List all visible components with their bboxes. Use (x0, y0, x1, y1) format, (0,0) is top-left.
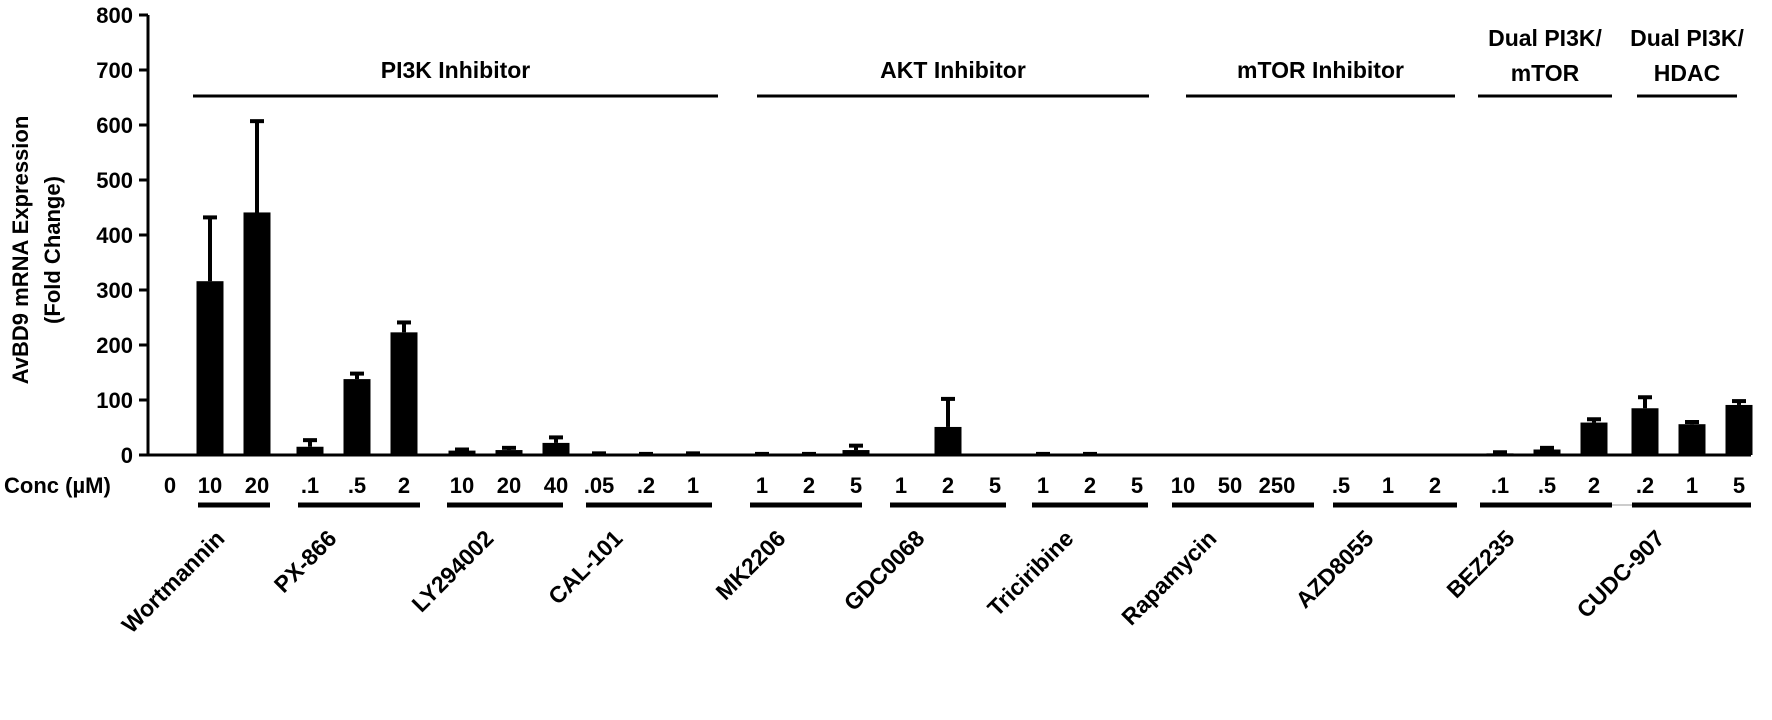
conc-label: 5 (850, 473, 862, 498)
bar (887, 454, 915, 456)
bar (296, 446, 324, 455)
drug-label: Wortmannin (116, 525, 229, 638)
conc-label: 20 (497, 473, 521, 498)
conc-label: 20 (245, 473, 269, 498)
conc-label: 5 (1131, 473, 1143, 498)
conc-label: .05 (584, 473, 615, 498)
drug-label: LY294002 (406, 525, 498, 617)
y-tick-label: 100 (96, 388, 133, 413)
conc-label: 2 (398, 473, 410, 498)
bar (390, 332, 418, 455)
conc-label: 40 (544, 473, 568, 498)
group-label: Dual PI3K/ (1630, 25, 1744, 51)
y-tick-label: 200 (96, 333, 133, 358)
drug-label: AZD8055 (1290, 525, 1378, 613)
conc-label: 5 (989, 473, 1001, 498)
group-label: mTOR Inhibitor (1237, 57, 1404, 83)
bar (1725, 404, 1753, 455)
conc-label: 10 (450, 473, 474, 498)
bar (495, 450, 523, 455)
conc-label: .5 (348, 473, 366, 498)
group-label: PI3K Inhibitor (381, 57, 531, 83)
conc-label: 50 (1218, 473, 1242, 498)
y-tick-label: 800 (96, 3, 133, 28)
bar (1580, 422, 1608, 455)
conc-label: .5 (1538, 473, 1556, 498)
conc-label: 10 (198, 473, 222, 498)
bar (1678, 424, 1706, 455)
y-axis-title: AvBD9 mRNA Expression (8, 116, 33, 385)
bar (1631, 408, 1659, 455)
conc-label: .1 (1491, 473, 1509, 498)
conc-label: 1 (895, 473, 907, 498)
group-label: Dual PI3K/ (1488, 25, 1602, 51)
y-tick-label: 0 (121, 443, 133, 468)
drug-label: Rapamycin (1116, 525, 1221, 630)
conc-label: .1 (301, 473, 319, 498)
bar (343, 379, 371, 455)
conc-label: 2 (1429, 473, 1441, 498)
bar (934, 426, 962, 455)
drug-label: CUDC-907 (1571, 525, 1669, 623)
group-label: mTOR (1511, 60, 1580, 86)
conc-label: 250 (1259, 473, 1296, 498)
conc-label: 1 (756, 473, 768, 498)
y-tick-label: 300 (96, 278, 133, 303)
conc-label: 0 (164, 473, 176, 498)
conc-row-title: Conc (µM) (4, 473, 111, 498)
conc-label: 2 (1084, 473, 1096, 498)
drug-label: CAL-101 (543, 525, 628, 610)
conc-label: 2 (942, 473, 954, 498)
y-tick-label: 400 (96, 223, 133, 248)
drug-label: GDC0068 (839, 525, 930, 616)
bar (243, 212, 271, 455)
group-label: AKT Inhibitor (880, 57, 1026, 83)
bar (542, 442, 570, 455)
conc-label: .2 (1636, 473, 1654, 498)
y-tick-label: 500 (96, 168, 133, 193)
conc-label: 1 (1037, 473, 1049, 498)
conc-label: 1 (1382, 473, 1394, 498)
drug-label: MK2206 (711, 525, 791, 605)
conc-label: .2 (637, 473, 655, 498)
conc-label: 5 (1733, 473, 1745, 498)
conc-label: 1 (687, 473, 699, 498)
conc-label: 2 (1588, 473, 1600, 498)
group-label: HDAC (1654, 60, 1720, 86)
conc-label: 1 (1686, 473, 1698, 498)
y-tick-label: 600 (96, 113, 133, 138)
conc-label: .5 (1332, 473, 1350, 498)
bar (1533, 449, 1561, 455)
drug-label: Triciribine (982, 525, 1078, 621)
bar (196, 281, 224, 455)
drug-label: BEZ235 (1441, 525, 1519, 603)
bar (842, 450, 870, 455)
bar (448, 450, 476, 455)
conc-label: 10 (1171, 473, 1195, 498)
drug-label: PX-866 (269, 525, 342, 598)
conc-label: 2 (803, 473, 815, 498)
y-tick-label: 700 (96, 58, 133, 83)
y-axis-title: (Fold Change) (40, 176, 65, 324)
